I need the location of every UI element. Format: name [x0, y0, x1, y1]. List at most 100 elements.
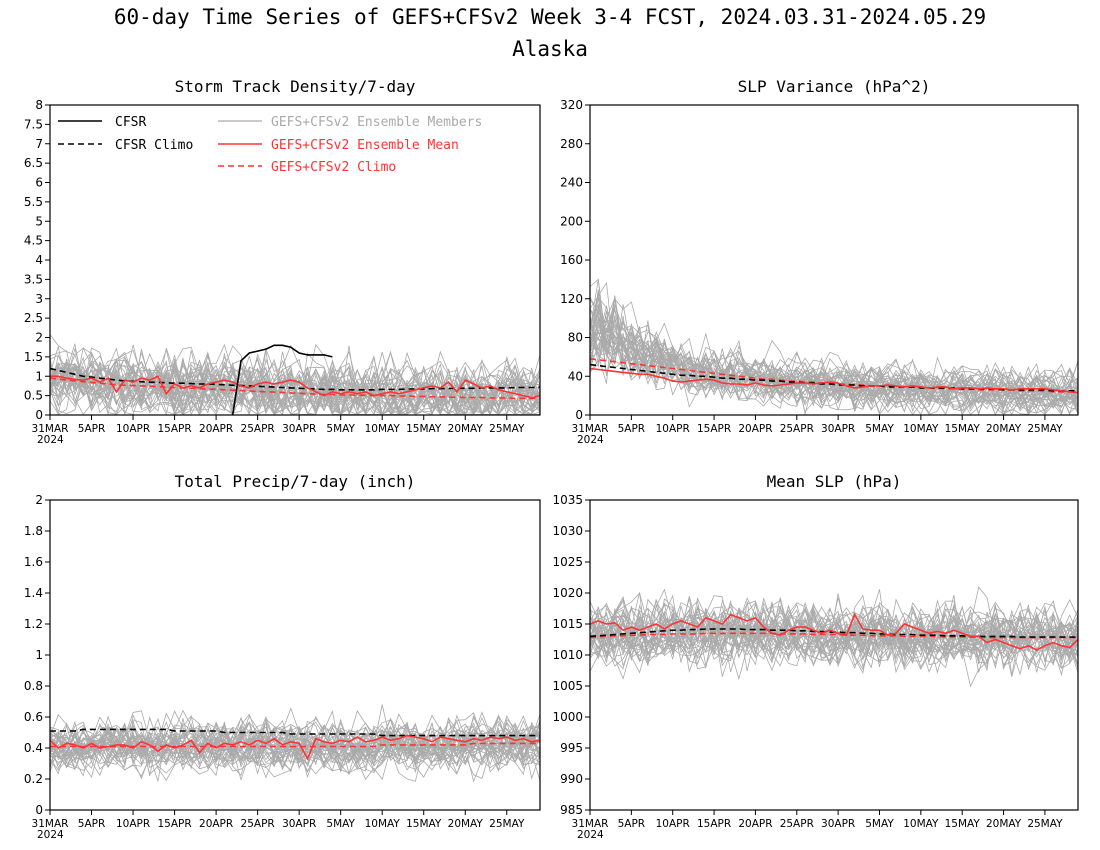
- chart-panel-4: Mean SLP (hPa) 985 990 995 1000 1005 1010 1015 1…: [552, 472, 1079, 841]
- x-tick-label: 10APR: [656, 423, 690, 435]
- gefs-climo-line: [50, 742, 540, 748]
- chart-title: Mean SLP (hPa): [767, 472, 902, 491]
- y-tick-label: 6.5: [24, 156, 43, 170]
- y-tick-label: 0.2: [24, 772, 43, 786]
- x-tick-label: 15MAY: [945, 423, 981, 435]
- y-tick-label: 1: [35, 648, 43, 662]
- chart-title: SLP Variance (hPa^2): [738, 77, 931, 96]
- ensemble-member-line: [49, 733, 541, 783]
- y-tick-label: 6: [35, 176, 43, 190]
- y-tick-label: 1.6: [24, 555, 43, 569]
- y-tick-label: 985: [560, 803, 583, 817]
- legend-gefs-climo-label: GEFS+CFSv2 Climo: [271, 160, 396, 175]
- ensemble-member-line: [49, 730, 541, 772]
- x-tick-label: 20APR: [199, 818, 233, 830]
- x-tick-label: 30APR: [282, 423, 316, 435]
- x-tick-label: 20APR: [738, 423, 772, 435]
- y-tick-label: 1.5: [24, 350, 43, 364]
- chart-panel-2: SLP Variance (hPa^2) 0 40 80 120 160 200 240 280…: [560, 77, 1079, 446]
- y-tick-label: 0.6: [24, 710, 43, 724]
- y-tick-label: 280: [560, 137, 583, 151]
- x-tick-label: 5MAY: [326, 818, 355, 830]
- y-tick-label: 40: [568, 369, 583, 383]
- plot-frame: [49, 104, 541, 416]
- y-tick-label: 1030: [552, 524, 583, 538]
- ensemble-mean-line: [49, 734, 541, 761]
- y-tick-label: 0: [575, 408, 583, 422]
- x-tick-label: 10MAY: [365, 423, 401, 435]
- ensemble-member-line: [589, 592, 1079, 665]
- x-tick-label: 10APR: [116, 423, 150, 435]
- x-tick-label: 5MAY: [865, 818, 894, 830]
- x-tick-label: 10APR: [116, 818, 150, 830]
- ensemble-member-line: [49, 725, 541, 766]
- ensemble-member-line: [49, 360, 541, 416]
- ensemble-member-line: [589, 309, 1079, 416]
- x-year-label: 2024: [577, 434, 604, 446]
- x-tick-label: 25APR: [241, 423, 275, 435]
- y-tick-label: 0: [35, 803, 43, 817]
- x-tick-label: 31MAR: [32, 818, 69, 830]
- y-tick-label: 200: [560, 214, 583, 228]
- y-tick-label: 1.2: [24, 617, 43, 631]
- y-tick-label: 990: [560, 772, 583, 786]
- y-tick-label: 0.8: [24, 679, 43, 693]
- x-tick-label: 5APR: [78, 423, 106, 435]
- x-tick-label: 25MAY: [1027, 423, 1063, 435]
- y-tick-label: 7.5: [24, 117, 43, 131]
- gefs-climo-line: [589, 632, 1078, 639]
- y-tick-label: 0.4: [24, 741, 43, 755]
- x-tick-label: 15APR: [697, 423, 731, 435]
- x-tick-label: 5MAY: [326, 423, 355, 435]
- ensemble-member-line: [49, 721, 541, 768]
- y-tick-label: 1000: [552, 710, 583, 724]
- x-tick-label: 30APR: [821, 423, 855, 435]
- x-tick-label: 15APR: [697, 818, 731, 830]
- ensemble-mean-line: [589, 612, 1079, 651]
- x-tick-label: 15MAY: [945, 818, 981, 830]
- ensemble-member-line: [589, 594, 1079, 661]
- ensemble-member-line: [589, 604, 1079, 670]
- x-year-label: 2024: [577, 829, 604, 841]
- y-tick-label: 80: [568, 331, 583, 345]
- chart-panel-1: Storm Track Density/7-day 0 0.5 1 1.5 2 2.5 3 3.…: [24, 77, 541, 446]
- x-tick-label: 10MAY: [903, 818, 939, 830]
- x-tick-label: 31MAR: [32, 423, 69, 435]
- ensemble-member-line: [49, 712, 541, 767]
- y-tick-label: 1025: [552, 555, 583, 569]
- legend-ens-mean-label: GEFS+CFSv2 Ensemble Mean: [271, 138, 459, 153]
- x-tick-label: 5APR: [618, 818, 646, 830]
- page-title: 60-day Time Series of GEFS+CFSv2 Week 3-…: [113, 5, 987, 29]
- x-tick-label: 10MAY: [903, 423, 939, 435]
- legend-cfsr-climo-label: CFSR Climo: [115, 138, 193, 153]
- y-tick-label: 8: [35, 98, 43, 112]
- ensemble-member-line: [589, 311, 1079, 415]
- y-tick-label: 120: [560, 292, 583, 306]
- x-tick-label: 25APR: [241, 818, 275, 830]
- cfsr-climo-line: [50, 728, 540, 737]
- cfsr-climo-line: [589, 363, 1078, 392]
- y-tick-label: 320: [560, 98, 583, 112]
- ensemble-mean-line: [589, 367, 1079, 394]
- ensemble-member-line: [589, 332, 1079, 416]
- chart-panel-3: Total Precip/7-day (inch) 0 0.2 0.4 0.6 0.8 1 1…: [24, 472, 541, 841]
- x-tick-label: 20APR: [738, 818, 772, 830]
- x-tick-label: 25APR: [780, 818, 814, 830]
- x-tick-label: 15MAY: [406, 818, 442, 830]
- x-tick-label: 15APR: [157, 423, 191, 435]
- chart-legend: CFSR CFSR Climo GEFS+CFSv2 Ensemble Member…: [58, 115, 482, 175]
- region-subtitle: Alaska: [512, 37, 588, 61]
- ensemble-member-line: [589, 310, 1079, 414]
- ensemble-member-line: [49, 358, 541, 416]
- x-tick-label: 15APR: [157, 818, 191, 830]
- y-tick-label: 1005: [552, 679, 583, 693]
- y-tick-label: 1.4: [24, 586, 43, 600]
- plot-frame: [589, 499, 1079, 811]
- ensemble-member-line: [49, 363, 541, 416]
- y-tick-label: 1: [35, 369, 43, 383]
- y-tick-label: 1035: [552, 493, 583, 507]
- x-tick-label: 5APR: [618, 423, 646, 435]
- ensemble-member-line: [589, 607, 1079, 674]
- x-tick-label: 20MAY: [448, 818, 484, 830]
- ensemble-member-line: [589, 305, 1079, 401]
